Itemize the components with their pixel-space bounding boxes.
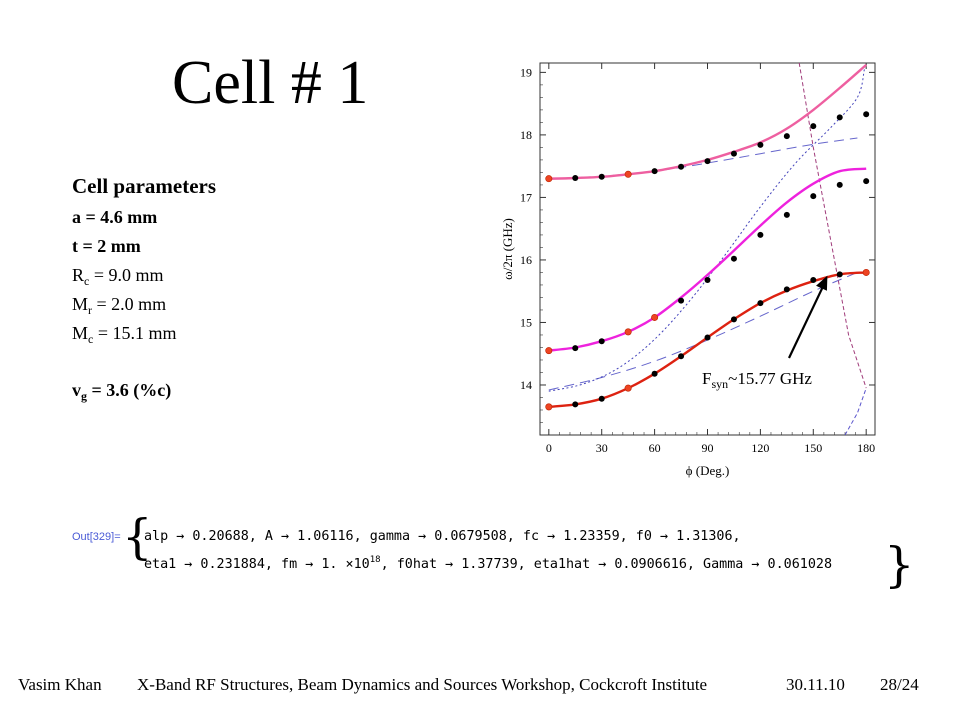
x-tick-label-90: 90 bbox=[702, 441, 714, 455]
data-point-black bbox=[836, 181, 843, 188]
data-point-black bbox=[863, 178, 870, 185]
data-point-black bbox=[598, 338, 605, 345]
y-tick-label-14: 14 bbox=[520, 378, 532, 392]
data-point-black bbox=[704, 276, 711, 283]
y-tick-label-15: 15 bbox=[520, 315, 532, 329]
output-line-2-end: , f0hat → 1.37739, eta1hat → 0.0906616, … bbox=[380, 557, 833, 572]
data-point-black bbox=[572, 175, 579, 182]
x-axis-label: ϕ (Deg.) bbox=[686, 463, 730, 478]
x-tick-label-60: 60 bbox=[649, 441, 661, 455]
dashed-line-1 bbox=[548, 137, 858, 180]
param-a: a = 4.6 mm bbox=[72, 207, 158, 227]
data-point-red bbox=[624, 170, 632, 178]
output-label: Out[329]= bbox=[72, 531, 121, 543]
params-heading: Cell parameters bbox=[72, 174, 217, 198]
y-tick-label-16: 16 bbox=[520, 253, 532, 267]
dispersion-chart: 0 30 60 90 120 150 180 14 15 16 17 18 19 ϕ (Deg.) ω/2π… bbox=[500, 62, 876, 478]
annotation-arrow-head bbox=[816, 275, 828, 291]
param-mr-value: = 2.0 mm bbox=[92, 294, 167, 314]
param-vg-value: = 3.6 (%c) bbox=[87, 380, 172, 400]
param-mr-symbol: M bbox=[72, 294, 89, 314]
data-point-black bbox=[810, 123, 817, 130]
data-point-black bbox=[704, 158, 711, 165]
output-line-2: eta1 → 0.231884, fm → 1. ×1018, f0hat → … bbox=[144, 555, 833, 573]
data-point-red bbox=[651, 313, 659, 321]
data-point-black bbox=[783, 133, 790, 140]
close-brace: } bbox=[884, 537, 915, 593]
output-line-1: alp → 0.20688, A → 1.06116, gamma → 0.06… bbox=[144, 529, 741, 544]
footer-event: X-Band RF Structures, Beam Dynamics and … bbox=[137, 675, 708, 694]
data-point-black bbox=[757, 141, 764, 148]
x-tick-label-0: 0 bbox=[546, 441, 552, 455]
data-point-black bbox=[572, 345, 579, 352]
data-point-red bbox=[545, 175, 553, 183]
fsyn-symbol: F bbox=[702, 369, 712, 388]
data-point-black bbox=[863, 111, 870, 118]
data-point-black bbox=[678, 297, 685, 304]
fit-curve-1 bbox=[548, 167, 867, 352]
data-point-black bbox=[651, 168, 658, 175]
data-point-black bbox=[836, 114, 843, 121]
y-axis-label: ω/2π (GHz) bbox=[500, 218, 515, 280]
y-tick-label-17: 17 bbox=[520, 190, 532, 204]
param-vg: vg = 3.6 (%c) bbox=[72, 376, 216, 405]
x-tick-label-120: 120 bbox=[751, 441, 769, 455]
data-point-black bbox=[730, 255, 737, 262]
y-tick-label-18: 18 bbox=[520, 128, 532, 142]
open-brace: { bbox=[122, 509, 153, 565]
param-rc-sub: c bbox=[84, 274, 90, 288]
param-mc-sub: c bbox=[88, 332, 94, 346]
data-point-black bbox=[730, 316, 737, 323]
param-rc: Rc = 9.0 mm bbox=[72, 261, 216, 290]
param-mr-sub: r bbox=[88, 303, 93, 317]
annotation-arrow-shaft bbox=[788, 283, 826, 359]
steep-line-0 bbox=[798, 63, 867, 389]
data-point-black bbox=[757, 231, 764, 238]
data-point-black bbox=[678, 163, 685, 170]
data-point-red bbox=[624, 384, 632, 392]
dotted-line-0 bbox=[548, 69, 865, 392]
param-mr: Mr = 2.0 mm bbox=[72, 290, 216, 319]
param-vg-symbol: v bbox=[72, 380, 81, 400]
data-point-black bbox=[757, 300, 764, 307]
param-mc: Mc = 15.1 mm bbox=[72, 319, 216, 348]
data-point-black bbox=[678, 353, 685, 360]
data-point-red bbox=[862, 268, 870, 276]
param-rc-value: = 9.0 mm bbox=[89, 265, 164, 285]
x-tick-label-30: 30 bbox=[596, 441, 608, 455]
param-vg-sub: g bbox=[81, 389, 87, 403]
data-point-red bbox=[545, 347, 553, 355]
footer-date: 30.11.10 bbox=[786, 675, 845, 694]
data-point-red bbox=[545, 403, 553, 411]
footer-author: Vasim Khan bbox=[18, 675, 102, 694]
output-line-2-start: eta1 → 0.231884, fm → 1. ×10 bbox=[144, 557, 370, 572]
data-point-black bbox=[651, 370, 658, 377]
data-point-black bbox=[572, 401, 579, 408]
output-exponent: 18 bbox=[369, 555, 381, 565]
param-rc-symbol: R bbox=[72, 265, 85, 285]
fsyn-value: ~15.77 GHz bbox=[728, 369, 812, 388]
data-point-black bbox=[783, 286, 790, 293]
footer-page: 28/24 bbox=[880, 675, 919, 694]
data-point-black bbox=[783, 211, 790, 218]
data-point-black bbox=[810, 276, 817, 283]
data-point-black bbox=[730, 150, 737, 157]
steep-line-1 bbox=[844, 387, 867, 435]
fsyn-sub: syn bbox=[711, 377, 729, 391]
param-mc-value: = 15.1 mm bbox=[93, 323, 177, 343]
data-point-black bbox=[810, 193, 817, 200]
fsyn-annotation: Fsyn~15.77 GHz bbox=[702, 369, 812, 391]
x-tick-label-150: 150 bbox=[804, 441, 822, 455]
slide-title: Cell # 1 bbox=[172, 49, 369, 117]
y-tick-label-19: 19 bbox=[520, 65, 532, 79]
data-point-black bbox=[598, 395, 605, 402]
data-point-black bbox=[704, 334, 711, 341]
data-point-black bbox=[836, 271, 843, 278]
data-point-red bbox=[624, 328, 632, 336]
x-tick-label-180: 180 bbox=[857, 441, 875, 455]
param-t: t = 2 mm bbox=[72, 236, 141, 256]
param-mc-symbol: M bbox=[72, 323, 89, 343]
cell-parameters: Cell parameters a = 4.6 mm t = 2 mm Rc =… bbox=[72, 174, 216, 405]
data-point-black bbox=[598, 173, 605, 180]
